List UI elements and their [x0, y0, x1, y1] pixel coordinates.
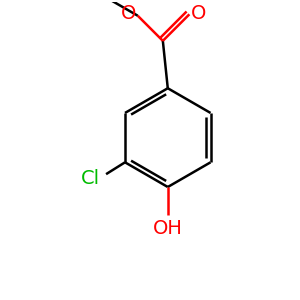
Text: O: O — [190, 4, 206, 23]
Text: OH: OH — [153, 219, 183, 238]
Text: Cl: Cl — [81, 169, 100, 188]
Text: O: O — [121, 4, 136, 23]
